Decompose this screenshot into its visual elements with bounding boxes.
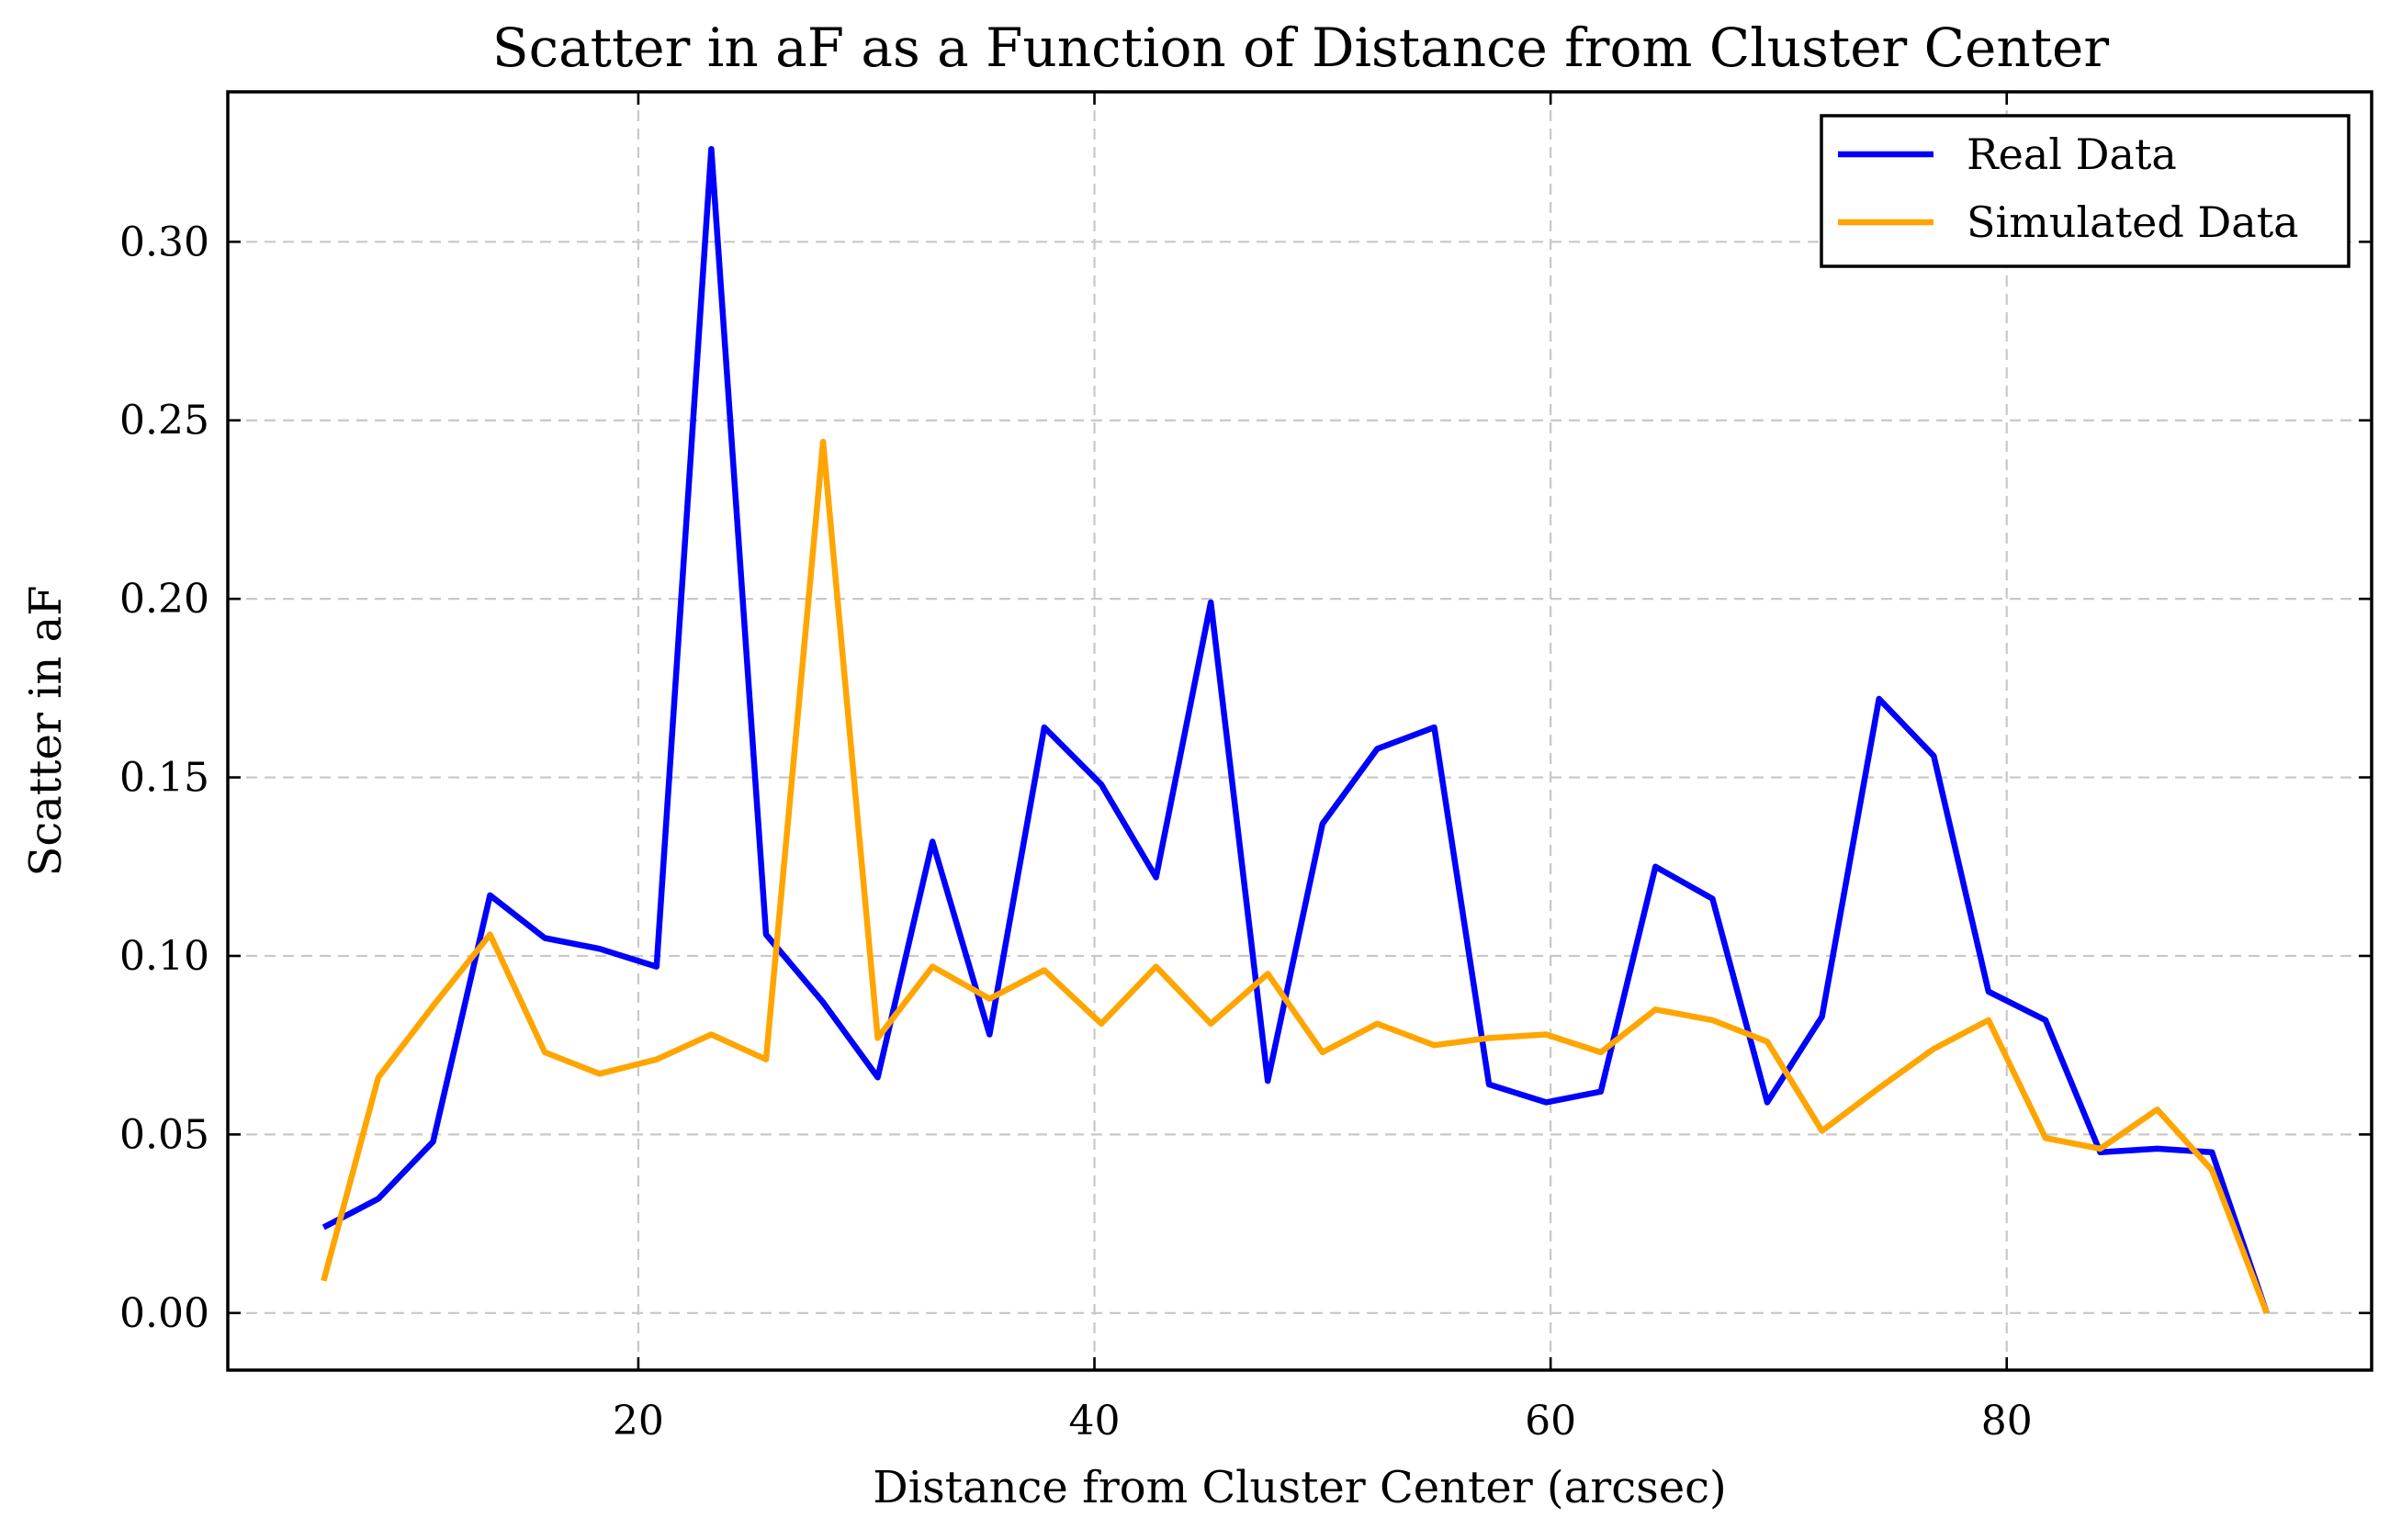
- y-axis-label: Scatter in aF: [20, 585, 72, 876]
- legend: Real Data Simulated Data: [1820, 114, 2351, 268]
- y-tick-label: 0.30: [119, 219, 209, 265]
- y-tick-label: 0.00: [119, 1290, 209, 1337]
- y-tick-label: 0.05: [119, 1111, 209, 1158]
- plot-frame: [226, 90, 2373, 1372]
- series-layer: [321, 145, 2270, 1314]
- x-tick-label: 40: [1069, 1398, 1121, 1444]
- series-line-real-data: [321, 145, 2270, 1314]
- series-line-simulated-data: [321, 438, 2270, 1314]
- legend-label: Real Data: [1967, 129, 2177, 179]
- legend-box: [1820, 114, 2351, 268]
- x-tick-label: 20: [613, 1398, 664, 1444]
- y-tick-label: 0.25: [119, 398, 209, 444]
- tick-layer: 20 40 60 80 0.00 0.05 0.10 0.15 0.20 0.25 0.30: [119, 92, 2372, 1444]
- x-axis-label: Distance from Cluster Center (arcsec): [873, 1462, 1727, 1513]
- legend-label: Simulated Data: [1967, 197, 2299, 247]
- x-tick-label: 80: [1981, 1398, 2033, 1444]
- y-tick-label: 0.10: [119, 933, 209, 980]
- y-tick-label: 0.20: [119, 576, 209, 623]
- y-tick-label: 0.15: [119, 755, 209, 802]
- chart-title: Scatter in aF as a Function of Distance …: [492, 17, 2109, 79]
- x-tick-label: 60: [1525, 1398, 1576, 1444]
